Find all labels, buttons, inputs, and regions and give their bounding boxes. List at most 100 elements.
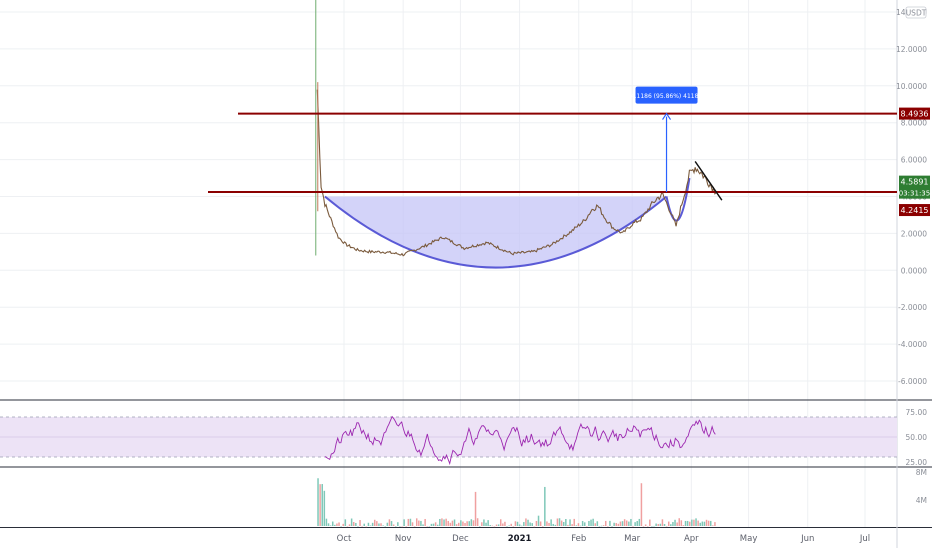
volume-bar — [380, 523, 382, 526]
volume-bar — [520, 525, 523, 527]
volume-bar — [596, 521, 599, 526]
volume-bar — [495, 524, 498, 526]
time-tick-label: Feb — [571, 534, 586, 544]
volume-bar — [707, 520, 710, 526]
volume-bar — [317, 478, 319, 526]
rsi-line — [324, 415, 716, 466]
volume-bar — [682, 525, 685, 526]
volume-bar — [359, 520, 361, 526]
volume-bar — [607, 526, 609, 527]
time-tick-label: Dec — [452, 534, 469, 544]
time-tick-label: Mar — [624, 534, 641, 544]
volume-bar — [579, 525, 582, 527]
volume-bar — [644, 524, 647, 526]
price-tick-label: 12.0000 — [896, 45, 927, 54]
price-tick-label: 8.0000 — [901, 119, 927, 128]
volume-bar — [462, 521, 464, 526]
volume-bar — [453, 519, 456, 526]
volume-bar — [478, 526, 481, 527]
measure-label-box[interactable] — [635, 86, 698, 104]
volume-bar — [424, 518, 426, 526]
volume-bar — [487, 520, 489, 526]
volume-bar — [481, 522, 483, 526]
volume-bar — [632, 525, 634, 527]
price-tick-label: 10.0000 — [896, 82, 927, 91]
volume-bar — [399, 526, 401, 527]
volume-bar — [556, 518, 559, 526]
volume-bar — [489, 525, 491, 526]
volume-bar — [663, 524, 666, 526]
volume-bar — [485, 522, 487, 526]
time-tick-label: 2021 — [508, 534, 532, 544]
price-tick-label: -4.0000 — [898, 340, 927, 349]
volume-bar — [670, 524, 672, 526]
volume-bar — [472, 520, 475, 526]
volume-bar — [376, 521, 378, 526]
volume-bar — [363, 523, 365, 526]
volume-bar — [575, 525, 578, 526]
rsi-tick-label: 25.00 — [906, 458, 928, 467]
level-price-tag-box — [899, 107, 930, 120]
volume-bar — [544, 486, 546, 526]
volume-bar — [336, 523, 338, 526]
currency-label: USDT — [906, 9, 927, 18]
volume-bar — [352, 522, 355, 526]
rsi-tick-label: 75.00 — [906, 408, 928, 417]
volume-bar — [394, 526, 397, 527]
volume-bar — [340, 526, 342, 528]
volume-bar — [334, 524, 336, 526]
volume-bar — [701, 521, 704, 526]
volume-bar — [550, 519, 552, 526]
trendline[interactable] — [694, 161, 723, 201]
volume-bar — [510, 523, 512, 526]
time-tick-label: Nov — [395, 534, 412, 544]
volume-bar — [554, 524, 557, 526]
volume-bar — [506, 526, 508, 527]
volume-bar — [546, 521, 548, 526]
volume-bar — [407, 518, 410, 526]
level-price-tag-box — [899, 204, 930, 217]
level-price-tag: 4.2415 — [901, 206, 929, 215]
volume-bar — [625, 520, 628, 526]
volume-bar — [443, 519, 445, 526]
volume-bar — [386, 522, 389, 526]
volume-bar — [441, 518, 443, 526]
volume-bar — [693, 519, 695, 526]
volume-bar — [651, 526, 653, 527]
volume-bar — [604, 520, 607, 526]
volume-bar — [499, 519, 502, 526]
volume-bar — [516, 521, 519, 526]
volume-bar — [619, 521, 622, 526]
volume-bar — [684, 520, 687, 526]
volume-bar — [573, 518, 575, 526]
volume-bar — [539, 521, 542, 526]
volume-bar — [331, 521, 334, 526]
price-tick-label: 0.0000 — [901, 266, 927, 275]
price-tick-label: -2.0000 — [898, 303, 927, 312]
time-tick-label: Jun — [800, 534, 814, 544]
volume-bar — [628, 521, 630, 526]
volume-bar — [439, 518, 441, 526]
volume-bar — [623, 519, 626, 526]
volume-bar — [512, 526, 515, 527]
volume-bar — [401, 526, 403, 528]
volume-bar — [466, 521, 468, 526]
volume-bar — [703, 521, 706, 526]
volume-bar — [445, 518, 447, 526]
last-price-tag-box — [899, 175, 930, 199]
volume-bar — [434, 522, 437, 526]
rsi-tick-label: 50.00 — [906, 433, 928, 442]
volume-bar — [609, 520, 611, 526]
price-tick-label: -6.0000 — [898, 377, 927, 386]
volume-bar — [661, 519, 664, 526]
time-tick-label: Oct — [337, 534, 352, 544]
price-tick-label: 6.0000 — [901, 156, 927, 165]
volume-bar — [577, 523, 580, 526]
volume-bar — [476, 518, 479, 526]
volume-bar — [449, 522, 452, 526]
currency-box[interactable] — [905, 6, 927, 19]
volume-bar — [705, 519, 708, 526]
